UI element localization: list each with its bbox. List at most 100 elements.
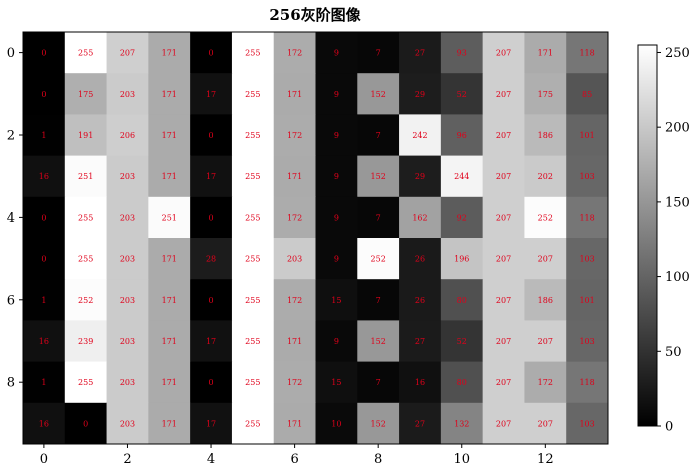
cell-value-label: 80 <box>457 378 467 387</box>
heatmap-cell <box>524 361 567 404</box>
heatmap-cell <box>64 402 107 445</box>
y-tick-label: 6 <box>7 293 15 308</box>
heatmap-cell <box>23 155 66 198</box>
heatmap-cell <box>524 196 567 239</box>
heatmap-cell <box>231 32 275 74</box>
cell-value-label: 17 <box>206 337 216 346</box>
heatmap-cell <box>566 238 609 280</box>
y-tick-label: 0 <box>7 46 15 61</box>
cell-value-label: 207 <box>496 378 511 387</box>
heatmap-cell <box>106 155 149 198</box>
heatmap-cell <box>231 279 275 321</box>
heatmap-cell <box>190 155 233 198</box>
cell-value-label: 171 <box>287 172 302 181</box>
heatmap-cell <box>315 238 358 280</box>
heatmap-cell <box>524 73 567 115</box>
heatmap-cell <box>190 32 233 74</box>
heatmap-cell <box>64 114 107 156</box>
heatmap-cell <box>440 196 484 239</box>
heatmap-cell <box>440 32 484 74</box>
cell-value-label: 191 <box>78 131 93 140</box>
cell-value-label: 203 <box>287 255 302 264</box>
heatmap-cell <box>399 196 442 239</box>
cell-value-label: 207 <box>496 419 511 428</box>
colorbar-tick-label: 0 <box>665 420 673 435</box>
heatmap-cell <box>273 279 316 321</box>
heatmap-cell <box>315 320 358 362</box>
heatmap-cell <box>148 155 191 198</box>
heatmap-cell <box>231 114 275 156</box>
y-tick-label: 8 <box>7 376 15 391</box>
heatmap-cell <box>23 279 66 321</box>
heatmap-cell <box>231 238 275 280</box>
colorbar-tick-label: 250 <box>665 46 690 61</box>
cell-value-label: 26 <box>415 255 425 264</box>
cell-value-label: 171 <box>287 90 302 99</box>
heatmap-cell <box>148 73 191 115</box>
cell-value-label: 255 <box>245 296 260 305</box>
cell-value-label: 85 <box>582 90 592 99</box>
cell-value-label: 203 <box>120 337 135 346</box>
heatmap-cell <box>190 73 233 115</box>
heatmap-cell <box>399 32 442 74</box>
cell-value-label: 207 <box>496 172 511 181</box>
cell-value-label: 242 <box>412 131 427 140</box>
cell-value-label: 17 <box>206 90 216 99</box>
heatmap-cell <box>273 32 316 74</box>
cell-value-label: 202 <box>538 172 553 181</box>
x-axis: 0 2 4 6 8 10 12 <box>40 444 554 467</box>
cell-value-label: 0 <box>208 49 213 58</box>
colorbar-tick-label: 50 <box>665 345 682 360</box>
heatmap-cell <box>482 114 525 156</box>
heatmap-cell <box>482 32 525 74</box>
heatmap-cell <box>315 114 358 156</box>
heatmap-cell <box>106 320 149 362</box>
cell-value-label: 103 <box>579 419 594 428</box>
heatmap-cell <box>357 32 400 74</box>
cell-value-label: 1 <box>41 296 46 305</box>
heatmap-cell <box>148 114 191 156</box>
heatmap-cell <box>23 196 66 239</box>
cell-value-label: 16 <box>415 378 425 387</box>
cell-value-label: 171 <box>162 49 177 58</box>
heatmap-cell <box>482 320 525 362</box>
cell-value-label: 9 <box>334 90 339 99</box>
heatmap-cell <box>399 361 442 404</box>
heatmap-cell <box>148 196 191 239</box>
heatmap-cell <box>148 361 191 404</box>
heatmap-cell <box>64 238 107 280</box>
heatmap-cell <box>315 402 358 445</box>
heatmap-cell <box>357 402 400 445</box>
cell-value-label: 196 <box>454 255 469 264</box>
heatmap-cell <box>357 155 400 198</box>
heatmap-cell <box>231 155 275 198</box>
cell-value-label: 0 <box>41 49 46 58</box>
heatmap-cell <box>482 155 525 198</box>
heatmap-cell <box>482 238 525 280</box>
heatmap-cell <box>23 238 66 280</box>
heatmap-cell <box>357 196 400 239</box>
cell-value-label: 186 <box>538 131 553 140</box>
cell-value-label: 255 <box>245 213 260 222</box>
heatmap-cell <box>231 73 275 115</box>
heatmap-cell <box>399 402 442 445</box>
x-tick-label: 2 <box>123 452 131 467</box>
cell-value-label: 9 <box>334 49 339 58</box>
heatmap-cell <box>524 32 567 74</box>
heatmap-cell <box>23 320 66 362</box>
cell-value-label: 255 <box>245 378 260 387</box>
cell-value-label: 203 <box>120 172 135 181</box>
x-tick-label: 8 <box>374 452 382 467</box>
heatmap-cell <box>524 279 567 321</box>
heatmap-cell <box>315 279 358 321</box>
heatmap-cell <box>106 196 149 239</box>
cell-value-label: 96 <box>457 131 467 140</box>
heatmap-cell <box>566 402 609 445</box>
cell-value-label: 255 <box>245 49 260 58</box>
cell-value-label: 0 <box>41 255 46 264</box>
cell-value-label: 0 <box>83 419 88 428</box>
cell-value-label: 171 <box>538 49 553 58</box>
cell-value-label: 29 <box>415 90 425 99</box>
